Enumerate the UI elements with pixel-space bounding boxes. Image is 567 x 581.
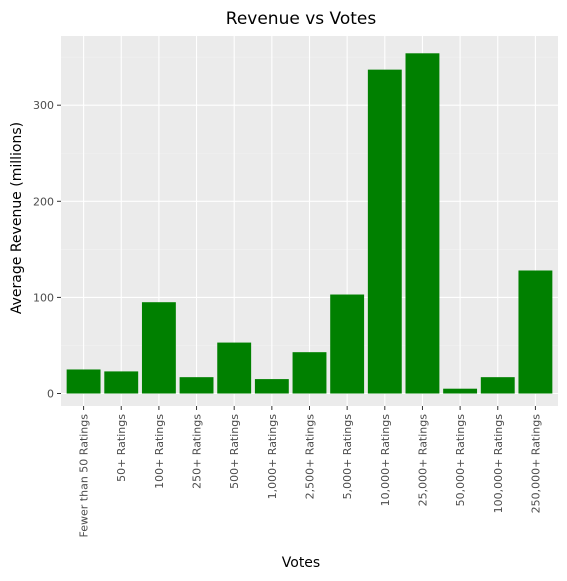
bar: [254, 379, 289, 394]
x-axis: Fewer than 50 Ratings 50+ Ratings 100+ Rat…: [78, 406, 542, 538]
y-axis: 0 100 200 300: [33, 99, 61, 401]
bar: [405, 53, 440, 394]
bar: [179, 377, 214, 394]
x-tick-label: 1,000+ Ratings: [266, 414, 279, 500]
x-tick-label: 100+ Ratings: [153, 414, 166, 489]
bar: [66, 369, 101, 394]
y-tick-label: 300: [33, 99, 54, 112]
bar: [141, 302, 176, 394]
x-tick-label: 25,000+ Ratings: [416, 414, 429, 507]
y-axis-label: Average Revenue (millions): [9, 122, 25, 314]
bar: [480, 377, 515, 394]
x-tick-label: 50+ Ratings: [115, 414, 128, 482]
bar: [330, 294, 365, 394]
x-tick-label: 2,500+ Ratings: [304, 414, 317, 500]
x-tick-label: 250+ Ratings: [191, 414, 204, 489]
x-tick-label: 10,000+ Ratings: [379, 414, 392, 507]
x-tick-label: 100,000+ Ratings: [492, 414, 505, 514]
x-axis-label: Votes: [282, 555, 320, 571]
bar: [518, 270, 553, 394]
y-tick-label: 200: [33, 195, 54, 208]
y-tick-label: 100: [33, 291, 54, 304]
bar: [104, 371, 139, 394]
y-tick-label: 0: [47, 388, 54, 401]
chart-title: Revenue vs Votes: [226, 9, 377, 29]
x-tick-label: 500+ Ratings: [228, 414, 241, 489]
bar: [217, 342, 252, 394]
x-tick-label: 250,000+ Ratings: [529, 414, 542, 514]
bar: [443, 388, 478, 394]
x-tick-label: 5,000+ Ratings: [341, 414, 354, 500]
x-tick-label: 50,000+ Ratings: [454, 414, 467, 507]
bar: [292, 352, 327, 394]
bar: [367, 69, 402, 394]
x-tick-label: Fewer than 50 Ratings: [78, 414, 91, 538]
bars: [66, 53, 553, 394]
